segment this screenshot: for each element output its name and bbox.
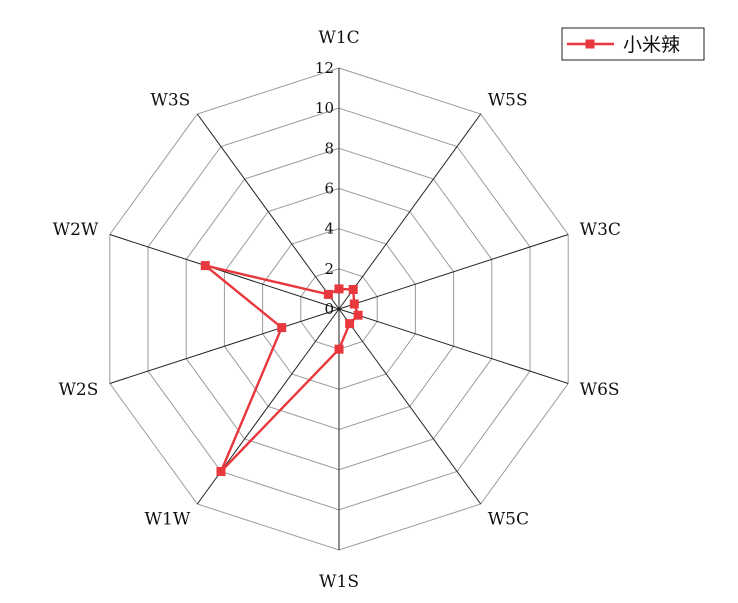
tick-label-8: 8 xyxy=(324,139,334,157)
axis-label-w5c: W5C xyxy=(488,510,529,530)
axis-label-w1s: W1S xyxy=(319,572,359,592)
spoke-w3c xyxy=(338,234,569,310)
legend: 小米辣 xyxy=(561,27,705,61)
axis-label-w1c: W1C xyxy=(318,28,359,48)
tick-label-6: 6 xyxy=(324,180,334,198)
tick-label-12: 12 xyxy=(315,59,334,77)
data-point-w5s xyxy=(348,285,358,294)
data-point-w6s xyxy=(353,310,363,320)
tick-label-4: 4 xyxy=(324,220,334,238)
axis-label-w5s: W5S xyxy=(488,91,528,111)
series-line-0 xyxy=(204,264,360,473)
tick-label-2: 2 xyxy=(324,260,334,278)
spoke-w3s xyxy=(196,113,340,310)
axis-label-w2w: W2W xyxy=(53,220,99,240)
data-point-w3c xyxy=(349,299,359,309)
spoke-w5c xyxy=(338,308,482,505)
spoke-w2w xyxy=(109,234,340,310)
legend-marker xyxy=(585,39,595,49)
spoke-w6s xyxy=(338,308,569,384)
data-point-w1w xyxy=(216,467,226,476)
data-point-w3s xyxy=(323,289,333,299)
data-point-w2s xyxy=(277,323,287,333)
tick-label-10: 10 xyxy=(315,99,334,117)
axis-label-w6s: W6S xyxy=(580,380,620,400)
series-layer xyxy=(200,261,363,476)
axis-label-w3c: W3C xyxy=(580,220,621,240)
spoke-w2s xyxy=(109,308,340,384)
data-point-w1s xyxy=(334,344,344,354)
data-point-w1c xyxy=(334,284,344,294)
legend-label: 小米辣 xyxy=(623,34,680,56)
data-point-w5c xyxy=(345,319,355,329)
axis-label-w2s: W2S xyxy=(58,380,98,400)
tick-label-0: 0 xyxy=(324,300,334,318)
tick-labels: 0 2 4 6 8 10 12 xyxy=(315,59,334,318)
axis-label-w3s: W3S xyxy=(150,91,190,111)
data-point-w2w xyxy=(200,261,210,271)
axis-labels: W1C W5S W3C W6S W5C W1S W1W W2S W2W W3S xyxy=(53,28,621,592)
axis-label-w1w: W1W xyxy=(145,510,191,530)
spoke-w5s xyxy=(338,113,482,310)
